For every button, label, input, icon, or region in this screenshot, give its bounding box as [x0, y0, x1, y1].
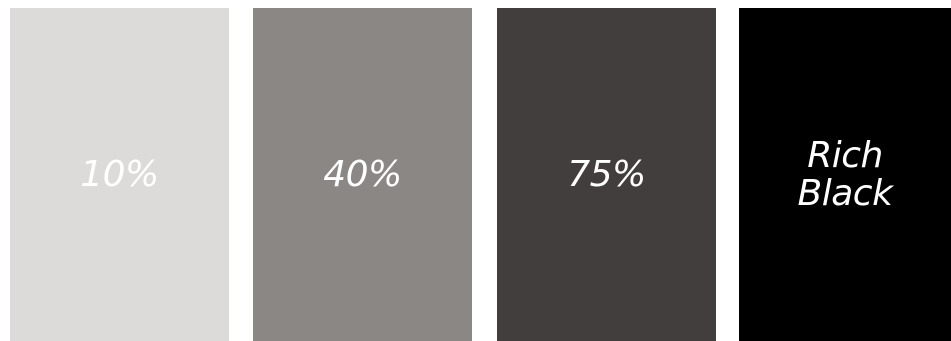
- swatch-label: 10%: [80, 153, 159, 195]
- swatch-label: 75%: [567, 153, 646, 195]
- swatch-40-percent: 40%: [253, 8, 472, 341]
- swatch-rich-black: Rich Black: [739, 8, 951, 341]
- swatch-10-percent: 10%: [10, 8, 229, 341]
- swatch-75-percent: 75%: [497, 8, 716, 341]
- swatch-label: Rich Black: [797, 134, 893, 214]
- swatch-label: 40%: [323, 153, 402, 195]
